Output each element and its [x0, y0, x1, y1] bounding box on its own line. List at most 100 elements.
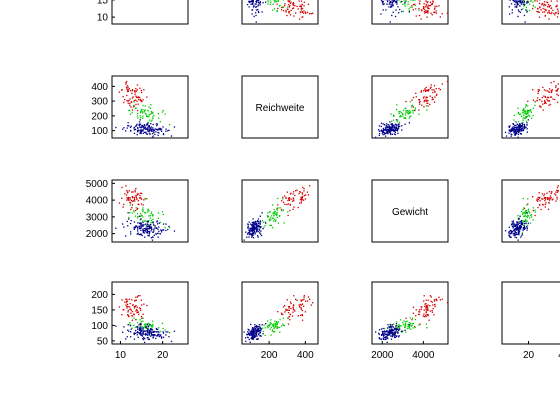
data-point — [249, 333, 252, 335]
data-point — [252, 229, 255, 231]
data-point — [133, 333, 135, 336]
data-point — [257, 5, 259, 7]
data-point — [392, 1, 394, 4]
data-point — [525, 116, 527, 118]
data-point — [149, 328, 151, 331]
data-point — [439, 89, 441, 91]
data-point — [252, 334, 255, 336]
data-point — [518, 232, 520, 234]
data-point — [248, 0, 250, 3]
data-point — [405, 325, 407, 327]
data-point — [133, 106, 135, 108]
data-point — [427, 4, 429, 6]
data-point — [524, 215, 526, 217]
data-point — [143, 111, 146, 113]
data-point — [153, 129, 155, 131]
data-point — [276, 3, 278, 5]
data-point — [522, 3, 524, 5]
data-point — [555, 90, 557, 92]
data-point — [148, 133, 151, 135]
data-point — [378, 129, 380, 131]
data-point — [520, 130, 523, 132]
data-point — [144, 323, 146, 325]
data-point — [267, 324, 270, 326]
data-point — [427, 1, 429, 3]
data-point — [425, 100, 427, 102]
data-point — [137, 127, 139, 129]
data-point — [131, 315, 134, 317]
data-point — [125, 302, 128, 304]
data-point — [139, 227, 141, 229]
data-point — [534, 211, 536, 213]
data-point — [130, 106, 132, 108]
data-point — [409, 6, 411, 8]
data-point — [153, 131, 155, 134]
data-point — [148, 124, 150, 127]
data-point — [312, 12, 314, 14]
data-point — [158, 222, 160, 224]
data-point — [426, 327, 428, 329]
data-point — [378, 125, 381, 127]
data-point — [408, 122, 410, 124]
data-point — [557, 190, 559, 192]
data-point — [551, 89, 553, 91]
data-point — [162, 126, 164, 128]
data-point — [284, 203, 286, 205]
data-point — [274, 331, 276, 333]
data-point — [424, 88, 426, 90]
data-point — [146, 229, 149, 231]
data-point — [383, 133, 386, 135]
data-point — [140, 111, 142, 114]
data-point — [133, 126, 136, 128]
data-point — [253, 221, 255, 223]
data-point — [515, 121, 517, 123]
data-point — [515, 223, 517, 225]
data-point — [137, 328, 139, 330]
data-point — [303, 5, 305, 7]
data-point — [415, 15, 417, 17]
data-point — [141, 192, 143, 195]
data-point — [157, 228, 159, 230]
data-point — [522, 220, 524, 222]
data-point — [389, 330, 391, 332]
data-point — [520, 126, 522, 128]
data-point — [266, 215, 269, 217]
data-point — [281, 200, 283, 202]
data-point — [150, 330, 152, 332]
data-point — [140, 323, 142, 326]
data-point — [278, 215, 281, 217]
data-point — [522, 121, 524, 123]
data-point — [300, 304, 303, 306]
data-point — [125, 86, 128, 88]
data-point — [143, 128, 145, 130]
data-point — [253, 231, 255, 233]
data-point — [536, 10, 538, 13]
data-point — [285, 309, 287, 312]
data-point — [162, 133, 165, 136]
data-point — [383, 131, 385, 134]
data-point — [262, 330, 265, 333]
data-point — [387, 334, 389, 336]
data-point — [130, 90, 132, 92]
data-point — [441, 298, 443, 300]
data-point — [411, 323, 414, 325]
data-point — [130, 328, 132, 330]
data-point — [391, 326, 393, 328]
data-point — [544, 206, 546, 208]
data-point — [131, 191, 133, 193]
data-point — [144, 113, 147, 115]
data-point — [524, 21, 526, 23]
data-point — [130, 231, 132, 233]
data-point — [148, 325, 150, 327]
data-point — [523, 107, 525, 110]
data-point — [138, 124, 140, 126]
data-point — [556, 90, 558, 92]
data-point — [140, 299, 142, 301]
data-point — [526, 131, 528, 133]
data-point — [127, 90, 129, 93]
data-point — [283, 324, 285, 327]
data-point — [156, 335, 158, 337]
data-point — [293, 3, 295, 5]
data-point — [134, 300, 136, 302]
data-point — [142, 216, 144, 218]
